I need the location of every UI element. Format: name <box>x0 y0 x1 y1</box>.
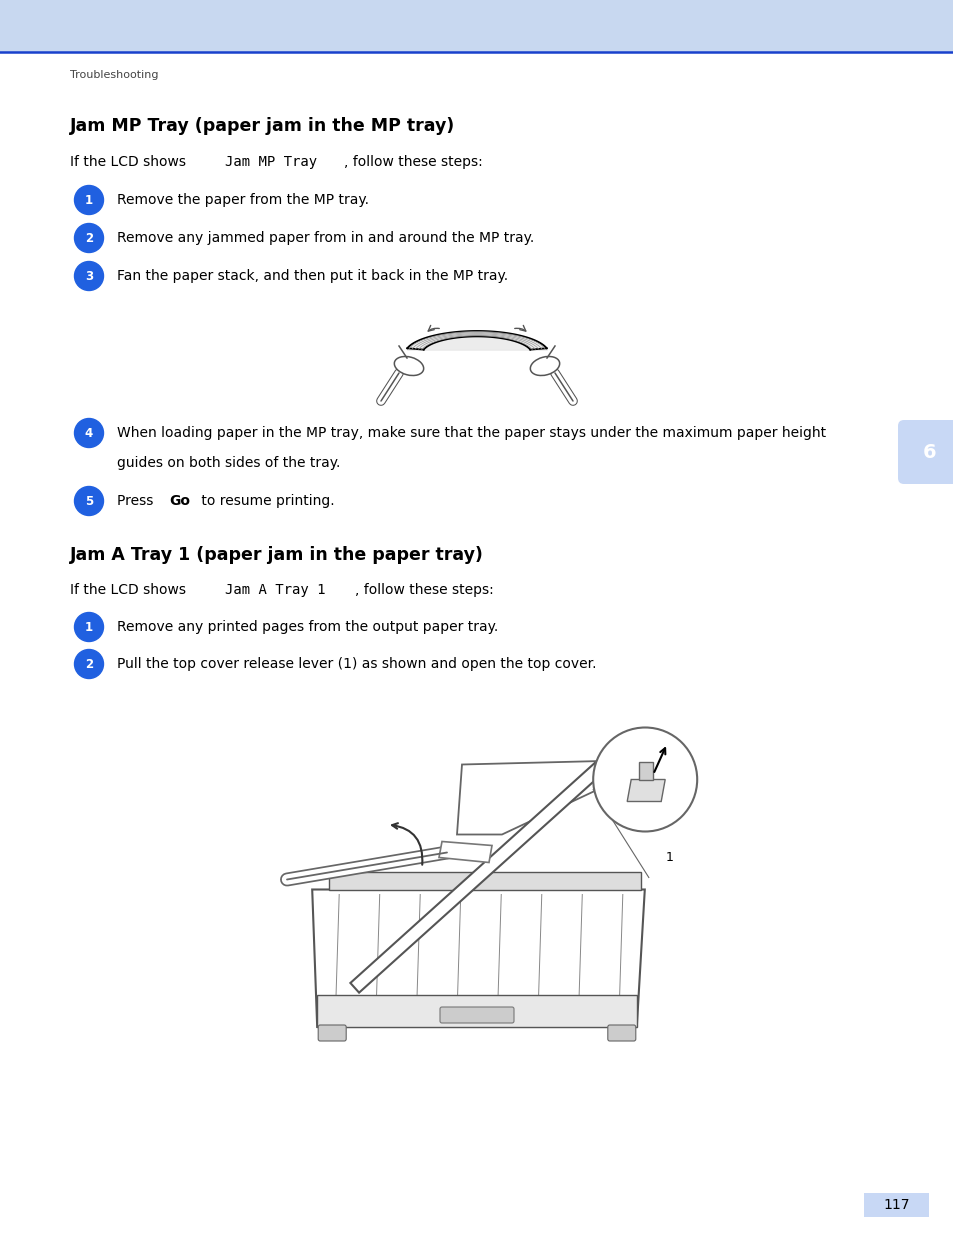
Text: 4: 4 <box>85 426 93 440</box>
Text: 117: 117 <box>882 1198 909 1212</box>
FancyBboxPatch shape <box>318 1025 346 1041</box>
Text: 1: 1 <box>665 851 673 864</box>
Text: When loading paper in the MP tray, make sure that the paper stays under the maxi: When loading paper in the MP tray, make … <box>117 426 825 440</box>
Text: If the LCD shows: If the LCD shows <box>70 583 191 597</box>
Text: Pull the top cover release lever (1) as shown and open the top cover.: Pull the top cover release lever (1) as … <box>117 657 596 671</box>
Text: 5: 5 <box>85 494 93 508</box>
Text: 1: 1 <box>85 194 93 206</box>
Polygon shape <box>456 760 661 835</box>
FancyBboxPatch shape <box>863 1193 928 1216</box>
Text: , follow these steps:: , follow these steps: <box>355 583 494 597</box>
Circle shape <box>74 613 103 641</box>
Circle shape <box>74 487 103 515</box>
Text: 3: 3 <box>85 269 93 283</box>
FancyBboxPatch shape <box>0 0 953 52</box>
Text: Troubleshooting: Troubleshooting <box>70 70 158 80</box>
Text: Remove any jammed paper from in and around the MP tray.: Remove any jammed paper from in and arou… <box>117 231 534 245</box>
Text: If the LCD shows: If the LCD shows <box>70 156 191 169</box>
Text: Remove any printed pages from the output paper tray.: Remove any printed pages from the output… <box>117 620 497 634</box>
Text: Go: Go <box>170 494 191 508</box>
Text: Jam A Tray 1: Jam A Tray 1 <box>225 583 326 597</box>
Polygon shape <box>626 779 664 802</box>
Text: Jam A Tray 1 (paper jam in the paper tray): Jam A Tray 1 (paper jam in the paper tra… <box>70 546 483 564</box>
Text: to resume printing.: to resume printing. <box>196 494 334 508</box>
FancyBboxPatch shape <box>897 420 953 484</box>
FancyBboxPatch shape <box>316 995 637 1028</box>
FancyBboxPatch shape <box>607 1025 635 1041</box>
Polygon shape <box>350 763 602 993</box>
FancyBboxPatch shape <box>439 1007 514 1023</box>
Polygon shape <box>329 872 640 889</box>
Circle shape <box>74 224 103 252</box>
Text: guides on both sides of the tray.: guides on both sides of the tray. <box>117 456 340 471</box>
Circle shape <box>74 185 103 215</box>
Text: 1: 1 <box>85 620 93 634</box>
Circle shape <box>74 262 103 290</box>
Polygon shape <box>438 841 492 862</box>
Circle shape <box>74 650 103 678</box>
Ellipse shape <box>530 357 559 375</box>
Circle shape <box>593 727 697 831</box>
Polygon shape <box>312 889 644 1028</box>
Text: Press: Press <box>117 494 157 508</box>
FancyBboxPatch shape <box>639 762 653 779</box>
Text: 2: 2 <box>85 231 93 245</box>
Text: Jam MP Tray: Jam MP Tray <box>225 156 317 169</box>
Circle shape <box>74 419 103 447</box>
Text: 6: 6 <box>923 442 936 462</box>
Ellipse shape <box>394 357 423 375</box>
Text: Jam MP Tray (paper jam in the MP tray): Jam MP Tray (paper jam in the MP tray) <box>70 117 455 135</box>
Text: Fan the paper stack, and then put it back in the MP tray.: Fan the paper stack, and then put it bac… <box>117 269 508 283</box>
Text: , follow these steps:: , follow these steps: <box>344 156 482 169</box>
Text: Remove the paper from the MP tray.: Remove the paper from the MP tray. <box>117 193 369 207</box>
Text: 2: 2 <box>85 657 93 671</box>
